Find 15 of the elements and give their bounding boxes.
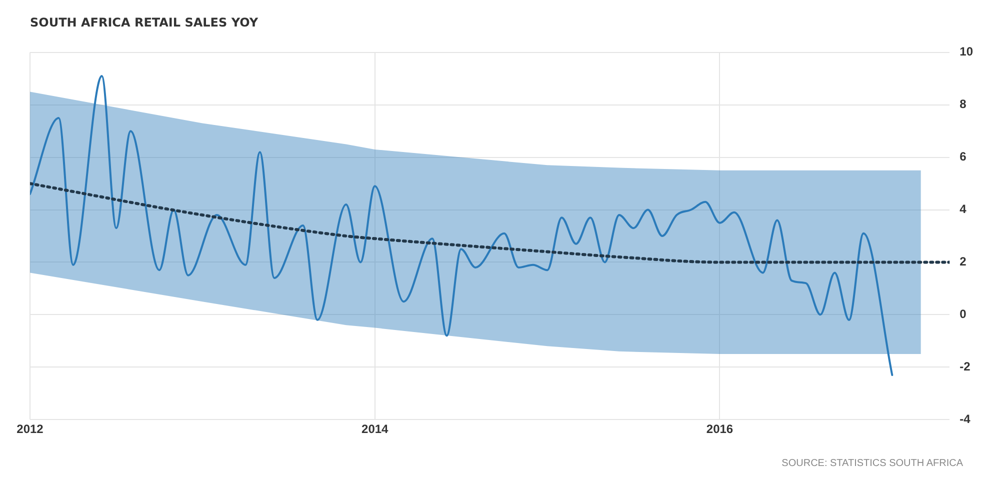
- x-tick-label: 2016: [706, 422, 734, 436]
- y-tick-label: 2: [960, 254, 967, 269]
- y-tick-label: -2: [960, 359, 971, 374]
- y-tick-label: 8: [960, 97, 967, 112]
- line-series: [30, 182, 950, 264]
- y-tick-label: 0: [960, 307, 967, 321]
- y-tick-label: 6: [960, 150, 967, 164]
- x-tick-label: 2012: [16, 422, 44, 436]
- y-tick-label: -4: [960, 412, 971, 426]
- line-series: [30, 75, 894, 376]
- x-tick-label: 2014: [362, 422, 389, 436]
- y-tick-label: 10: [960, 44, 974, 59]
- source-note: SOURCE: STATISTICS SOUTH AFRICA: [782, 458, 963, 469]
- y-tick-label: 4: [960, 202, 967, 216]
- chart-title: SOUTH AFRICA RETAIL SALES YOY: [30, 15, 258, 30]
